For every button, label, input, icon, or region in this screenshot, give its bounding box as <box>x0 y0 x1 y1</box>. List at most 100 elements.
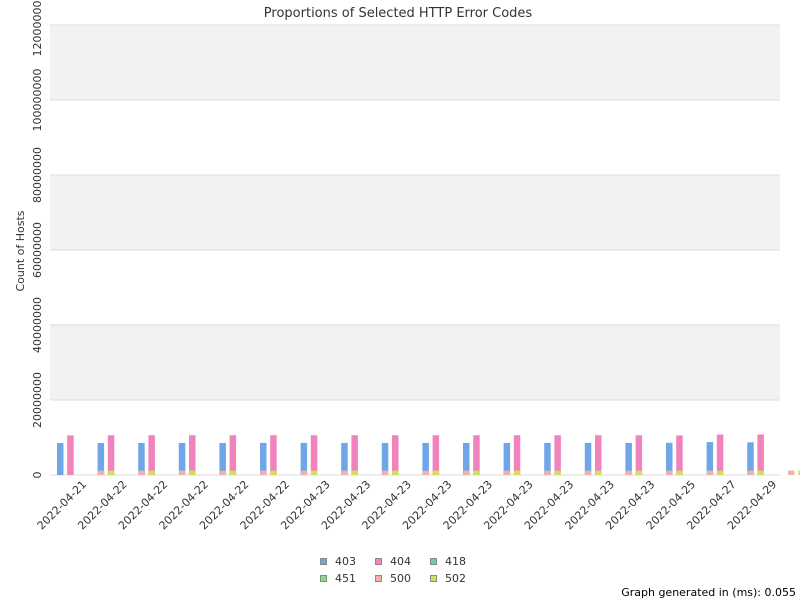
bar-500-2 <box>179 470 186 475</box>
legend-swatch-500 <box>375 575 382 582</box>
bar-403-2 <box>138 442 145 475</box>
bar-500-11 <box>544 470 551 475</box>
bar-502-9 <box>473 470 480 475</box>
bar-404-13 <box>595 435 602 475</box>
bar-403-0 <box>57 443 64 475</box>
bar-502-13 <box>635 470 643 475</box>
bar-502-8 <box>432 470 440 475</box>
legend-swatch-451 <box>320 575 327 582</box>
legend-item-451: 451 <box>320 572 375 585</box>
bar-403-13 <box>584 442 592 475</box>
bar-404-2 <box>148 435 155 475</box>
bar-500-10 <box>503 470 511 475</box>
bar-502-0 <box>108 470 115 475</box>
bar-502-10 <box>514 470 521 475</box>
bar-502-12 <box>595 470 602 475</box>
bar-404-10 <box>473 435 480 475</box>
bar-500-6 <box>341 470 348 475</box>
bar-500-16 <box>747 470 754 475</box>
bar-502-15 <box>717 470 724 475</box>
bar-500-17 <box>788 470 795 475</box>
y-tick-label: 20000000 <box>31 372 44 428</box>
bar-502-16 <box>757 470 765 475</box>
bar-500-0 <box>97 470 105 475</box>
y-axis-ticks: 0 20000000 40000000 60000000 80000000 1000000… <box>31 0 44 479</box>
legend-swatch-502 <box>430 575 437 582</box>
bar-502-1 <box>148 470 156 475</box>
bar-500-3 <box>219 470 227 475</box>
bar-500-15 <box>706 470 714 475</box>
bar-500-12 <box>585 470 592 475</box>
legend-row: 451 500 502 <box>320 570 485 587</box>
bar-502-2 <box>189 470 196 475</box>
y-tick-label: 120000000 <box>31 0 44 57</box>
legend: 403 404 418 451 500 502 <box>320 553 485 587</box>
bar-403-15 <box>666 442 673 475</box>
bar-403-9 <box>422 442 429 475</box>
bar-404-3 <box>189 435 196 475</box>
bar-403-4 <box>219 442 226 475</box>
plot-band <box>50 100 780 175</box>
bar-403-11 <box>503 442 511 475</box>
plot-band <box>50 325 780 400</box>
bar-403-16 <box>706 442 714 475</box>
bar-500-7 <box>382 470 389 475</box>
bar-500-9 <box>463 470 470 475</box>
plot-band <box>50 250 780 325</box>
bar-403-7 <box>341 442 348 475</box>
y-tick-label: 0 <box>31 472 44 479</box>
legend-label-451: 451 <box>335 572 356 585</box>
y-tick-label: 40000000 <box>31 297 44 353</box>
bar-404-11 <box>513 435 521 475</box>
bar-500-4 <box>260 470 267 475</box>
legend-label-500: 500 <box>390 572 411 585</box>
bar-502-5 <box>311 470 318 475</box>
x-axis-ticks: 2022-04-212022-04-222022-04-222022-04-22… <box>35 478 780 532</box>
bar-404-15 <box>676 435 683 475</box>
bar-500-13 <box>625 470 633 475</box>
bar-403-17 <box>747 442 754 475</box>
legend-item-404: 404 <box>375 555 430 568</box>
bar-404-16 <box>716 434 724 475</box>
bar-404-0 <box>67 435 74 475</box>
bar-404-1 <box>107 435 115 475</box>
bar-403-3 <box>178 442 186 475</box>
plot-band <box>50 400 780 475</box>
bar-404-5 <box>270 435 277 475</box>
bar-403-6 <box>300 442 308 475</box>
bar-403-14 <box>625 442 632 475</box>
bar-502-11 <box>554 470 562 475</box>
plot-band <box>50 25 780 100</box>
bar-404-7 <box>351 435 358 475</box>
gridlines <box>50 24 780 476</box>
plot-background <box>50 25 780 475</box>
bar-502-17 <box>798 470 800 475</box>
bar-502-3 <box>229 470 237 475</box>
bar-404-17 <box>757 434 764 475</box>
bar-502-7 <box>392 470 399 475</box>
legend-item-403: 403 <box>320 555 375 568</box>
generation-time-footer: Graph generated in (ms): 0.055 <box>621 586 796 599</box>
bar-404-9 <box>432 435 440 475</box>
bar-500-8 <box>422 470 430 475</box>
bar-404-12 <box>554 435 561 475</box>
plot-band <box>50 175 780 250</box>
bar-502-6 <box>351 470 359 475</box>
legend-item-500: 500 <box>375 572 430 585</box>
bar-403-5 <box>260 442 267 475</box>
bar-403-1 <box>97 442 105 475</box>
bar-403-12 <box>544 442 551 475</box>
bar-500-1 <box>138 470 145 475</box>
chart-title: Proportions of Selected HTTP Error Codes <box>264 6 533 21</box>
y-axis-label: Count of Hosts <box>14 210 27 291</box>
legend-swatch-403 <box>320 558 327 565</box>
legend-label-418: 418 <box>445 555 466 568</box>
bar-403-10 <box>463 442 470 475</box>
legend-label-502: 502 <box>445 572 466 585</box>
bar-500-14 <box>666 470 673 475</box>
bars <box>57 434 800 475</box>
legend-swatch-418 <box>430 558 437 565</box>
bar-404-4 <box>229 435 237 475</box>
legend-row: 403 404 418 <box>320 553 485 570</box>
